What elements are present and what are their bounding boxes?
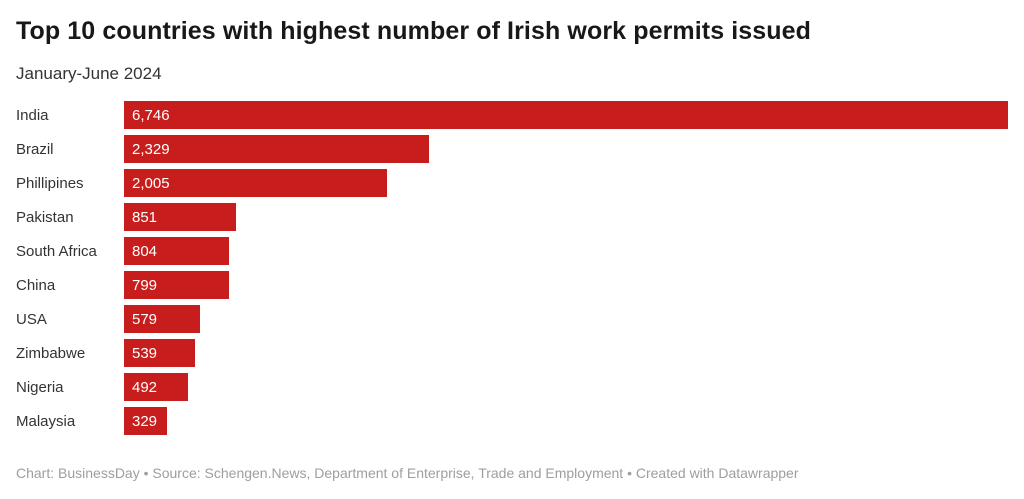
category-label: Nigeria bbox=[16, 378, 64, 396]
bar-track: 799 bbox=[124, 271, 1008, 299]
bar: 2,329 bbox=[124, 135, 430, 163]
bar-value-label: 579 bbox=[132, 310, 158, 328]
bar-value-label: 2,005 bbox=[132, 174, 170, 192]
bar: 2,005 bbox=[124, 169, 387, 197]
bar-row: Brazil 2,329 bbox=[16, 135, 1008, 163]
bar: 6,746 bbox=[124, 101, 1008, 129]
bar: 539 bbox=[124, 339, 195, 367]
bar-row: USA 579 bbox=[16, 305, 1008, 333]
category-label: Zimbabwe bbox=[16, 344, 86, 362]
bar-track: 2,329 bbox=[124, 135, 1008, 163]
bar-value-label: 799 bbox=[132, 276, 158, 294]
category-label: Brazil bbox=[16, 140, 54, 158]
category-label: Pakistan bbox=[16, 208, 74, 226]
bar: 329 bbox=[124, 407, 168, 435]
category-label: India bbox=[16, 106, 49, 124]
bar-value-label: 329 bbox=[132, 412, 158, 430]
bar-value-label: 804 bbox=[132, 242, 158, 260]
category-label: South Africa bbox=[16, 242, 97, 260]
bar-row: Nigeria 492 bbox=[16, 373, 1008, 401]
chart-subtitle: January-June 2024 bbox=[16, 64, 162, 83]
category-label: Phillipines bbox=[16, 174, 84, 192]
bar-track: 579 bbox=[124, 305, 1008, 333]
bar: 492 bbox=[124, 373, 189, 401]
bar: 804 bbox=[124, 237, 230, 265]
bar-track: 329 bbox=[124, 407, 1008, 435]
category-label: China bbox=[16, 276, 56, 294]
category-label: Malaysia bbox=[16, 412, 76, 430]
bar-chart: India 6,746 Brazil 2,329 Phillipines 2,005 Pak… bbox=[16, 101, 1008, 435]
bar-value-label: 6,746 bbox=[132, 106, 170, 124]
bar-value-label: 492 bbox=[132, 378, 158, 396]
bar-row: Malaysia 329 bbox=[16, 407, 1008, 435]
bar-row: Pakistan 851 bbox=[16, 203, 1008, 231]
category-label: USA bbox=[16, 310, 47, 328]
chart-footer-attribution: Chart: BusinessDay • Source: Schengen.Ne… bbox=[16, 465, 799, 481]
bar-track: 492 bbox=[124, 373, 1008, 401]
bar-track: 2,005 bbox=[124, 169, 1008, 197]
bar-row: South Africa 804 bbox=[16, 237, 1008, 265]
bar-track: 539 bbox=[124, 339, 1008, 367]
bar-row: India 6,746 bbox=[16, 101, 1008, 129]
bar-value-label: 2,329 bbox=[132, 140, 170, 158]
bar-row: Zimbabwe 539 bbox=[16, 339, 1008, 367]
bar: 579 bbox=[124, 305, 200, 333]
bar-value-label: 851 bbox=[132, 208, 158, 226]
bar-value-label: 539 bbox=[132, 344, 158, 362]
chart-title: Top 10 countries with highest number of … bbox=[16, 17, 812, 45]
bar: 851 bbox=[124, 203, 236, 231]
bar-track: 6,746 bbox=[124, 101, 1008, 129]
bar-track: 804 bbox=[124, 237, 1008, 265]
bar: 799 bbox=[124, 271, 229, 299]
bar-track: 851 bbox=[124, 203, 1008, 231]
bar-row: Phillipines 2,005 bbox=[16, 169, 1008, 197]
bar-row: China 799 bbox=[16, 271, 1008, 299]
